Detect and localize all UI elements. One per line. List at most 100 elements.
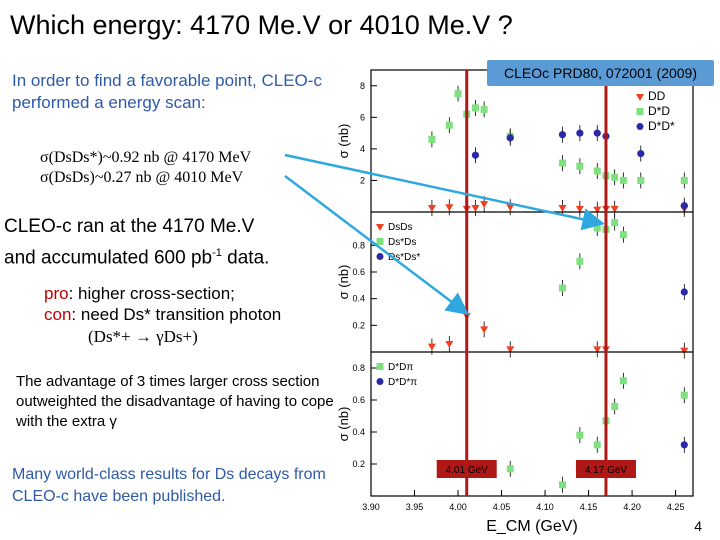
legend-marker: [376, 224, 384, 231]
y-tick-label-p1-1: 0.4: [352, 294, 365, 304]
point-Ds*Ds: [611, 219, 619, 227]
plot-frame: [370, 69, 694, 497]
y-tick-label-p2-2: 0.6: [352, 395, 365, 405]
pro-text: : higher cross-section;: [68, 284, 235, 303]
legend-marker: [636, 123, 644, 130]
legend-label-p0-1: D*D: [648, 104, 670, 118]
intro-text: In order to find a favorable point, CLEO…: [12, 71, 322, 112]
point-Ds*Ds*: [680, 288, 688, 296]
cross-section-list: σ(DsDs*)~0.92 nb @ 4170 MeV σ(DsDs)~0.27…: [40, 148, 251, 188]
marker-label-4010: 4.01 GeV: [446, 465, 489, 476]
marker-label-4170: 4.17 GeV: [585, 465, 628, 476]
cross-section-4170: σ(DsDs*)~0.92 nb @ 4170 MeV: [40, 149, 252, 166]
y-tick-label-p1-3: 0.8: [352, 240, 365, 250]
legend-marker: [636, 94, 644, 101]
x-tick-label-3: 4.05: [493, 502, 511, 512]
legend-label-p1-0: DsDs: [388, 222, 412, 233]
point-D*D: [471, 104, 479, 112]
point-D*D*: [593, 129, 601, 137]
slide-title: Which energy: 4170 Me.V or 4010 Me.V ?: [10, 10, 513, 40]
legend-marker: [376, 363, 384, 370]
run-summary: CLEO-c ran at the 4170 Me.V and accumula…: [4, 213, 334, 271]
y-tick-label-p0-0: 2: [360, 175, 365, 185]
pro-con-list: pro: higher cross-section; con: need Ds*…: [44, 283, 281, 325]
legend-label-p0-0: DD: [648, 89, 666, 103]
x-tick-label-5: 4.15: [580, 502, 598, 512]
x-tick-label-4: 4.10: [536, 502, 554, 512]
advantage-text: The advantage of 3 times larger cross se…: [16, 373, 334, 430]
point-Ds*Ds: [576, 257, 584, 265]
point-DD: [610, 205, 619, 213]
point-DD: [471, 205, 480, 213]
con-text: : need Ds* transition photon: [71, 305, 282, 324]
point-Ds*Ds: [558, 284, 566, 292]
point-DD: [558, 205, 567, 213]
point-D*D: [619, 176, 627, 184]
reference-badge: CLEOc PRD80, 072001 (2009): [487, 60, 714, 86]
con-item: con: need Ds* transition photon: [44, 304, 281, 325]
point-D*D*π: [680, 441, 688, 449]
page-number: 4: [694, 518, 702, 534]
point-D*D*: [506, 134, 514, 142]
cross-section-4010: σ(DsDs)~0.27 nb @ 4010 MeV: [40, 169, 244, 186]
legend-marker: [376, 238, 384, 245]
point-D*D: [611, 173, 619, 181]
point-D*D: [454, 90, 462, 98]
point-D*D: [445, 121, 453, 129]
point-D*Dπ: [506, 465, 514, 473]
point-DD: [575, 205, 584, 213]
legend-label-p2-0: D*Dπ: [388, 362, 413, 373]
point-DsDs: [506, 346, 515, 354]
legend-marker: [376, 378, 384, 385]
legend-label-p0-2: D*D*: [648, 119, 675, 133]
point-D*Dπ: [576, 431, 584, 439]
point-D*D: [428, 135, 436, 143]
world-class-text: Many world-class results for Ds decays f…: [12, 466, 326, 505]
point-DD: [445, 204, 454, 212]
point-D*Dπ: [680, 391, 688, 399]
point-D*D: [680, 176, 688, 184]
x-tick-label-0: 3.90: [362, 502, 380, 512]
x-tick-label-7: 4.25: [667, 502, 685, 512]
y-tick-label-p2-0: 0.2: [352, 459, 365, 469]
y-tick-label-p0-3: 8: [360, 81, 365, 91]
point-D*D*: [637, 150, 645, 158]
transition-formula: (Ds*+ → γDs+): [88, 327, 198, 346]
point-DsDs: [593, 346, 602, 354]
x-tick-label-2: 4.00: [449, 502, 467, 512]
marker-box-4170: [575, 460, 636, 478]
pro-item: pro: higher cross-section;: [44, 283, 281, 304]
y-tick-label-p2-1: 0.4: [352, 427, 365, 437]
y-tick-label-p0-2: 6: [360, 112, 365, 122]
run-summary-line2: and accumulated 600 pb-1 data.: [4, 240, 334, 271]
point-D*Dπ: [611, 402, 619, 410]
y-axis-label-p2: σ (nb): [336, 407, 351, 442]
y-tick-label-p1-2: 0.6: [352, 267, 365, 277]
point-DsDs: [427, 343, 436, 351]
run-luminosity-exponent: -1: [212, 247, 222, 259]
con-label: con: [44, 305, 72, 324]
x-tick-label-6: 4.20: [623, 502, 641, 512]
legend-marker: [636, 108, 644, 115]
point-D*Dπ: [619, 377, 627, 385]
point-D*D*: [471, 151, 480, 159]
legend-label-p1-2: Ds*Ds*: [388, 252, 420, 263]
arrow-to-4010: [284, 175, 469, 316]
point-D*D: [576, 162, 584, 170]
point-D*D*: [680, 202, 688, 210]
point-DsDs: [480, 326, 489, 334]
point-D*D: [593, 167, 601, 175]
legend-marker: [376, 253, 384, 260]
y-axis-label-p0: σ (nb): [336, 124, 351, 159]
run-luminosity-text: and accumulated 600 pb: [4, 247, 213, 269]
point-D*D: [637, 176, 645, 184]
y-tick-label-p1-0: 0.2: [352, 320, 365, 330]
x-tick-label-1: 3.95: [406, 502, 424, 512]
arrow-to-4170: [284, 153, 605, 231]
pro-label: pro: [44, 284, 69, 303]
y-axis-label-p1: σ (nb): [336, 265, 351, 300]
legend-label-p2-1: D*D*π: [388, 377, 417, 388]
point-D*D: [558, 159, 566, 167]
point-D*Dπ: [558, 481, 566, 489]
